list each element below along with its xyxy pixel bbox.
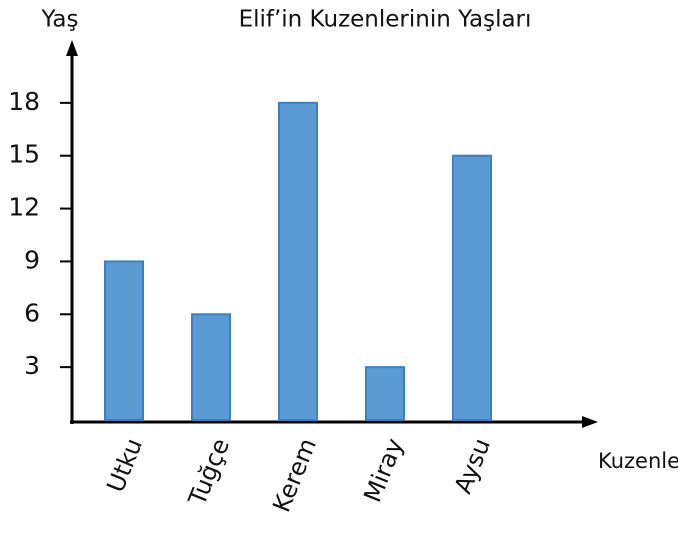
x-tick-label: Utku (101, 434, 148, 496)
y-axis-label: Yaş (41, 7, 79, 33)
x-axis-label: Kuzenleri (598, 449, 678, 473)
y-axis-arrow (66, 40, 78, 56)
y-tick-label: 3 (24, 351, 40, 380)
bar (365, 366, 405, 421)
bar (452, 154, 492, 421)
x-tick-label: Aysu (449, 434, 496, 497)
y-tick-label: 6 (24, 298, 40, 327)
x-axis-arrow (582, 416, 598, 428)
bar (278, 101, 318, 421)
y-tick-label: 15 (8, 140, 40, 169)
x-tick-label: Tuğçe (183, 434, 235, 510)
x-tick-label: Miray (358, 434, 409, 506)
y-tick-label: 9 (24, 245, 40, 274)
x-tick-label: Kerem (267, 434, 322, 516)
y-tick-label: 12 (8, 193, 40, 222)
bar (191, 313, 231, 421)
y-tick-label: 18 (8, 87, 40, 116)
chart-title: Elif’in Kuzenlerinin Yaşları (239, 7, 532, 33)
bar (104, 260, 144, 421)
